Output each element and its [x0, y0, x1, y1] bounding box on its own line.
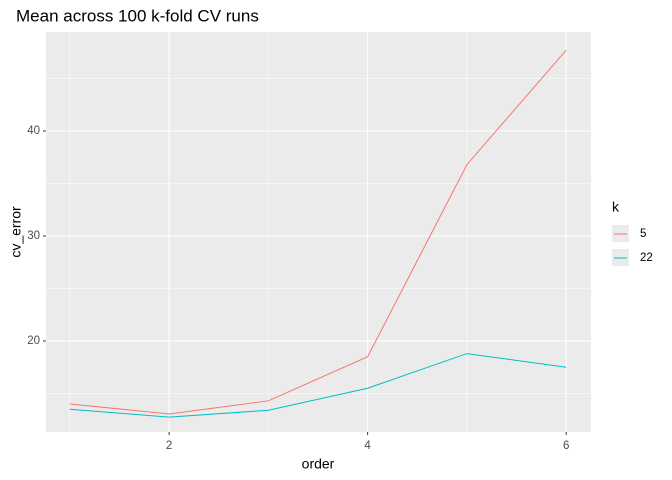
legend-label: 5 — [640, 228, 646, 240]
series-line — [69, 353, 567, 418]
x-tick-label: 2 — [166, 440, 172, 452]
x-tick-label: 4 — [364, 440, 371, 452]
legend-label: 22 — [640, 252, 653, 264]
chart-title: Mean across 100 k-fold CV runs — [16, 6, 259, 25]
y-tick-label: 30 — [27, 230, 40, 242]
series-line — [69, 49, 567, 415]
x-tick-label: 6 — [563, 440, 569, 452]
y-tick-label: 40 — [27, 125, 40, 137]
panel — [46, 32, 591, 432]
x-axis-title: order — [302, 456, 335, 472]
y-tick-label: 20 — [27, 335, 40, 347]
y-axis-title: cv_error — [8, 206, 24, 258]
legend-title: k — [612, 199, 620, 215]
